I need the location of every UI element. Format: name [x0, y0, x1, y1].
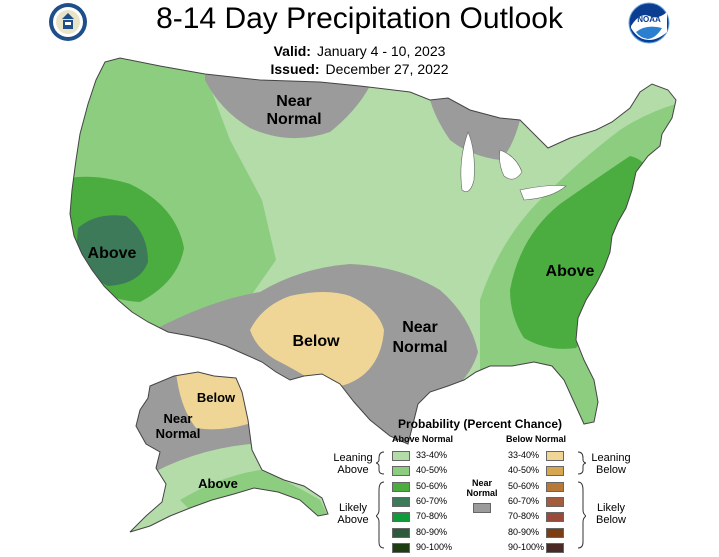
legend-braces-right: [577, 451, 586, 549]
valid-dates: Valid: January 4 - 10, 2023 Issued: Decemb…: [0, 42, 719, 78]
noaa-logo-text: NOAA: [637, 15, 661, 24]
legend-leaning-above: Leaning Above: [333, 452, 373, 476]
legend-above-bin-swatch: [392, 481, 410, 492]
legend-below-bin-swatch: [546, 512, 564, 523]
issued-label: Issued:: [270, 61, 320, 77]
label-below-alaska: Below: [197, 390, 236, 405]
legend-above-bin-swatch: [392, 512, 410, 523]
legend-above-header: Above Normal: [392, 434, 454, 444]
label-near-normal-north-1: Near: [276, 93, 312, 110]
legend-above-bin-swatch: [392, 496, 410, 507]
legend-above-bin-label: 60-70%: [416, 495, 448, 506]
label-near-normal-south-1: Near: [402, 319, 438, 336]
legend-above-bin-swatch: [392, 451, 410, 461]
legend-below-bin-label: 50-60%: [508, 480, 540, 491]
label-below-south: Below: [292, 333, 340, 350]
legend-above-bin-swatch: [392, 466, 410, 477]
legend-leaning-below: Leaning Below: [591, 452, 631, 476]
legend-below-bin-swatch: [546, 451, 564, 461]
label-near-normal-alaska-1: Near: [164, 411, 193, 426]
label-near-normal-south-2: Normal: [392, 339, 447, 356]
valid-value: January 4 - 10, 2023: [316, 43, 446, 59]
legend-below-bin-swatch: [546, 496, 564, 507]
legend-below-bin-swatch: [546, 527, 564, 538]
legend-above-bin-label: 33-40%: [416, 450, 448, 460]
legend-below-bin-swatch: [546, 466, 564, 477]
legend-below-header: Below Normal: [506, 434, 567, 444]
label-above-alaska: Above: [198, 476, 238, 491]
map-title: 8-14 Day Precipitation Outlook: [156, 2, 563, 35]
legend-below-bin-label: 33-40%: [508, 450, 540, 460]
legend-below-bin-swatch: [546, 481, 564, 492]
legend-title: Probability (Percent Chance): [398, 417, 563, 431]
legend-near-normal-swatch: [473, 503, 491, 513]
legend-below-bin-label: 90-100%: [508, 541, 545, 552]
label-above-east: Above: [546, 263, 595, 280]
legend-above-bin-label: 90-100%: [416, 541, 453, 552]
label-above-west: Above: [88, 245, 137, 262]
label-near-normal-alaska-2: Normal: [156, 426, 201, 441]
valid-label: Valid:: [273, 43, 311, 59]
legend-likely-below: Likely Below: [596, 502, 626, 526]
legend-braces-left: [376, 451, 385, 549]
legend-above-bin-swatch: [392, 542, 410, 553]
commerce-seal-icon: [49, 3, 87, 41]
legend-above-bin-swatch: [392, 527, 410, 538]
legend-above-bin-label: 40-50%: [416, 465, 448, 476]
legend-above-bin-label: 50-60%: [416, 480, 448, 491]
legend-near-normal: Near Normal: [466, 478, 498, 498]
legend-below-bin-swatch: [546, 542, 564, 553]
issued-value: December 27, 2022: [325, 61, 449, 77]
noaa-logo-icon: NOAA: [628, 2, 670, 44]
legend-below-bin-label: 70-80%: [508, 511, 540, 522]
legend-above-bin-label: 80-90%: [416, 526, 448, 537]
legend-likely-above: Likely Above: [337, 502, 369, 526]
legend-below-bin-label: 40-50%: [508, 465, 540, 476]
legend-below-bin-label: 60-70%: [508, 495, 540, 506]
legend-above-bin-label: 70-80%: [416, 511, 448, 522]
label-near-normal-north-2: Normal: [266, 111, 321, 128]
legend-below-bin-label: 80-90%: [508, 526, 540, 537]
